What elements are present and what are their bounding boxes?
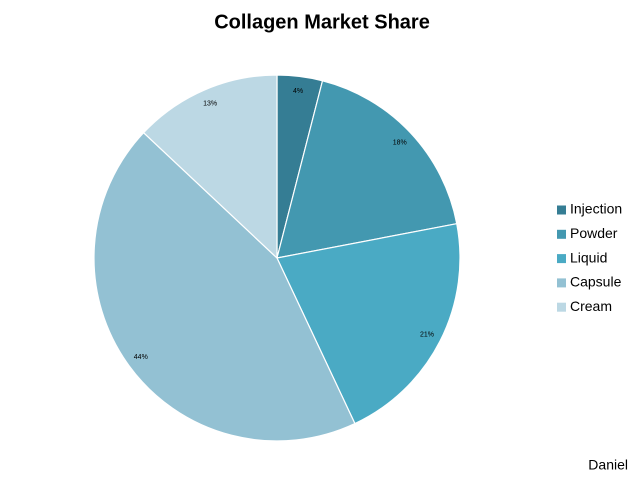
footer: Daniel [588, 457, 628, 473]
data-label: 4% [293, 88, 303, 95]
legend-swatch [557, 278, 566, 288]
pie-slice [93, 131, 356, 442]
data-label: 21% [420, 331, 434, 338]
legend-swatch [557, 254, 566, 264]
pie-slice [276, 223, 461, 425]
legend-label: Powder [570, 225, 618, 241]
data-label: 18% [393, 140, 407, 147]
pie-slice [276, 80, 458, 259]
legend-swatch [557, 229, 566, 239]
data-label: 13% [203, 100, 217, 107]
legend-label: Liquid [570, 249, 607, 265]
legend-swatch [557, 302, 566, 312]
chart-title: Collagen Market Share [214, 11, 430, 33]
legend-label: Capsule [570, 274, 622, 290]
legend-label: Injection [570, 201, 622, 217]
pie-slice [142, 74, 278, 260]
data-label: 44% [134, 354, 148, 361]
legend-label: Cream [570, 298, 612, 314]
legend-swatch [557, 205, 566, 215]
